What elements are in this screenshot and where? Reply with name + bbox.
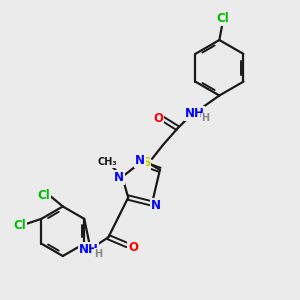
Text: H: H <box>94 249 103 259</box>
Text: H: H <box>201 113 209 123</box>
Text: S: S <box>142 156 150 170</box>
Text: O: O <box>153 112 163 125</box>
Text: Cl: Cl <box>38 189 50 202</box>
Text: Cl: Cl <box>13 219 26 232</box>
Text: N: N <box>114 171 124 184</box>
Text: CH₃: CH₃ <box>98 157 117 167</box>
Text: N: N <box>151 199 161 212</box>
Text: NH: NH <box>184 107 205 120</box>
Text: N: N <box>135 154 145 167</box>
Text: Cl: Cl <box>216 12 229 25</box>
Text: NH: NH <box>79 243 98 256</box>
Text: O: O <box>128 241 138 254</box>
